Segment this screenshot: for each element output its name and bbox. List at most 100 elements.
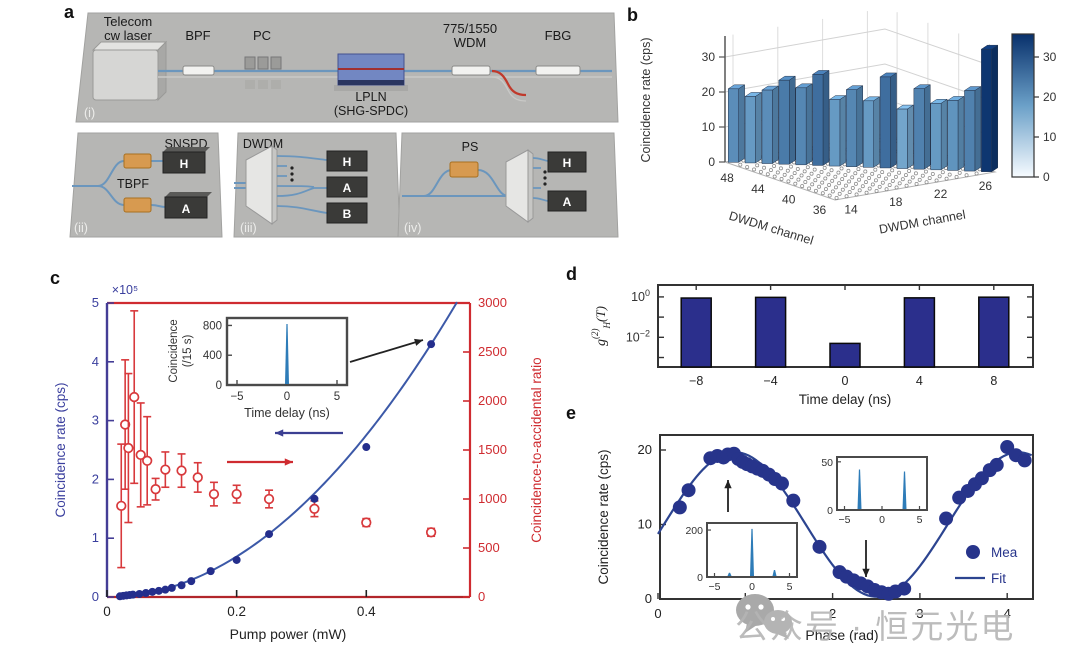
floor-dot xyxy=(813,178,818,183)
detector-h-iv xyxy=(547,151,587,173)
bar3d-side xyxy=(805,83,813,166)
car-data-point xyxy=(116,500,127,512)
car-data-point xyxy=(119,419,131,430)
floor-dot xyxy=(786,179,791,184)
rect-element xyxy=(244,56,256,70)
rate-data-point xyxy=(362,443,371,452)
floor-dot xyxy=(893,174,898,179)
bar3d-bar xyxy=(761,89,773,164)
tspan-element: g xyxy=(594,339,609,346)
floor-dot xyxy=(843,172,848,177)
detector-a-iii xyxy=(326,176,368,198)
inset-y-title: Coincidence xyxy=(168,319,180,382)
floor-dot xyxy=(860,173,865,178)
x-channel-label: 22 xyxy=(934,187,948,201)
floor-dot xyxy=(813,188,818,193)
z-axis-title: Coincidence rate (cps) xyxy=(639,37,653,162)
floor-dot xyxy=(827,193,832,198)
floor-dot xyxy=(867,186,872,191)
z-grid-line xyxy=(724,63,996,103)
y-axis-title: DWDM channel xyxy=(727,209,815,248)
floor-dot xyxy=(887,172,892,177)
lpln-shadow xyxy=(334,85,408,91)
lpln-label-2: (SHG-SPDC) xyxy=(334,104,408,118)
sub-label-iv: (iv) xyxy=(404,221,421,235)
bar3d-side xyxy=(940,98,948,171)
floor-dot xyxy=(793,181,798,186)
inset-x-tick-label: 0 xyxy=(749,581,755,593)
laser-box xyxy=(92,49,159,101)
panel-label-a: a xyxy=(64,2,75,22)
floor-dot xyxy=(812,167,817,172)
tbpf-label: TBPF xyxy=(117,177,149,191)
car-data-point xyxy=(176,465,187,476)
floor-dot xyxy=(880,170,885,175)
left-tick-label: 4 xyxy=(92,354,99,369)
floor-dot xyxy=(843,183,848,188)
bpf-label: BPF xyxy=(185,28,210,43)
x-channel-label: 14 xyxy=(844,203,858,217)
y-axis-title: g(2)H(T) xyxy=(590,306,612,346)
x-tick-label: 8 xyxy=(990,374,997,388)
bar3d-side xyxy=(755,91,762,164)
tspan-element: 0 xyxy=(645,288,650,298)
plot-frame xyxy=(659,434,1034,600)
detector-a-letter: A xyxy=(343,181,352,195)
floor-dot xyxy=(834,195,839,200)
mea-data-point xyxy=(939,511,954,526)
floor-dot xyxy=(830,178,835,183)
inset-x-tick-label: 5 xyxy=(787,581,793,593)
bar3d-bar xyxy=(846,89,858,167)
rate-data-point xyxy=(148,587,157,596)
floor-dot xyxy=(964,173,969,178)
rate-data-point xyxy=(265,530,274,539)
mea-data-point xyxy=(786,493,801,508)
floor-dot xyxy=(833,185,838,190)
colorbar xyxy=(1011,33,1035,178)
bar3d-side xyxy=(873,96,880,168)
x-tick-label: −4 xyxy=(763,374,777,388)
mea-data-point xyxy=(672,500,687,515)
detector-h-top xyxy=(163,147,210,152)
rate-data-point xyxy=(154,586,163,595)
floor-dot xyxy=(792,171,797,176)
floor-dot xyxy=(877,174,882,179)
splitter-fibers xyxy=(72,160,166,208)
floor-dot xyxy=(877,184,882,189)
car-data-point xyxy=(425,527,437,538)
ellipsis-dot xyxy=(543,182,547,186)
y-tick-label: 100 xyxy=(631,288,650,304)
rect-element xyxy=(258,80,268,89)
floor-dot xyxy=(755,163,760,168)
rate-data-point xyxy=(177,581,186,590)
y-channel-label: 48 xyxy=(720,171,734,185)
bar3d-bar xyxy=(981,48,993,172)
inset-x-tick-label: 5 xyxy=(334,391,340,403)
floor-dot xyxy=(857,188,862,193)
floor-dot xyxy=(880,180,885,185)
x-tick-label: 0.4 xyxy=(357,604,376,619)
tspan-element: H xyxy=(602,321,612,329)
floor-dot xyxy=(850,175,855,180)
laser-top-face xyxy=(91,41,168,51)
detector-h-ii xyxy=(162,151,206,174)
z-tick-label: 10 xyxy=(702,120,716,134)
x-channel-label: 26 xyxy=(979,179,993,193)
inset-pointer-arrow-head xyxy=(414,338,423,346)
floor-dot xyxy=(810,182,815,187)
inset-frame xyxy=(836,456,928,511)
inset-y-tick-label: 50 xyxy=(821,457,833,469)
g2-bar xyxy=(754,296,787,368)
panel-label-b: b xyxy=(627,5,638,25)
floor-dot xyxy=(803,179,808,184)
rate-data-point xyxy=(232,555,241,564)
detector-h-letter: H xyxy=(180,157,189,171)
floor-dot xyxy=(924,180,929,185)
floor-dot xyxy=(884,187,889,192)
floor-dot xyxy=(890,178,895,183)
floor-dot xyxy=(817,184,822,189)
min-pointer-arrow-head xyxy=(862,568,870,577)
ellipsis-dot xyxy=(290,178,294,182)
y-tick-label: 0 xyxy=(645,591,652,606)
